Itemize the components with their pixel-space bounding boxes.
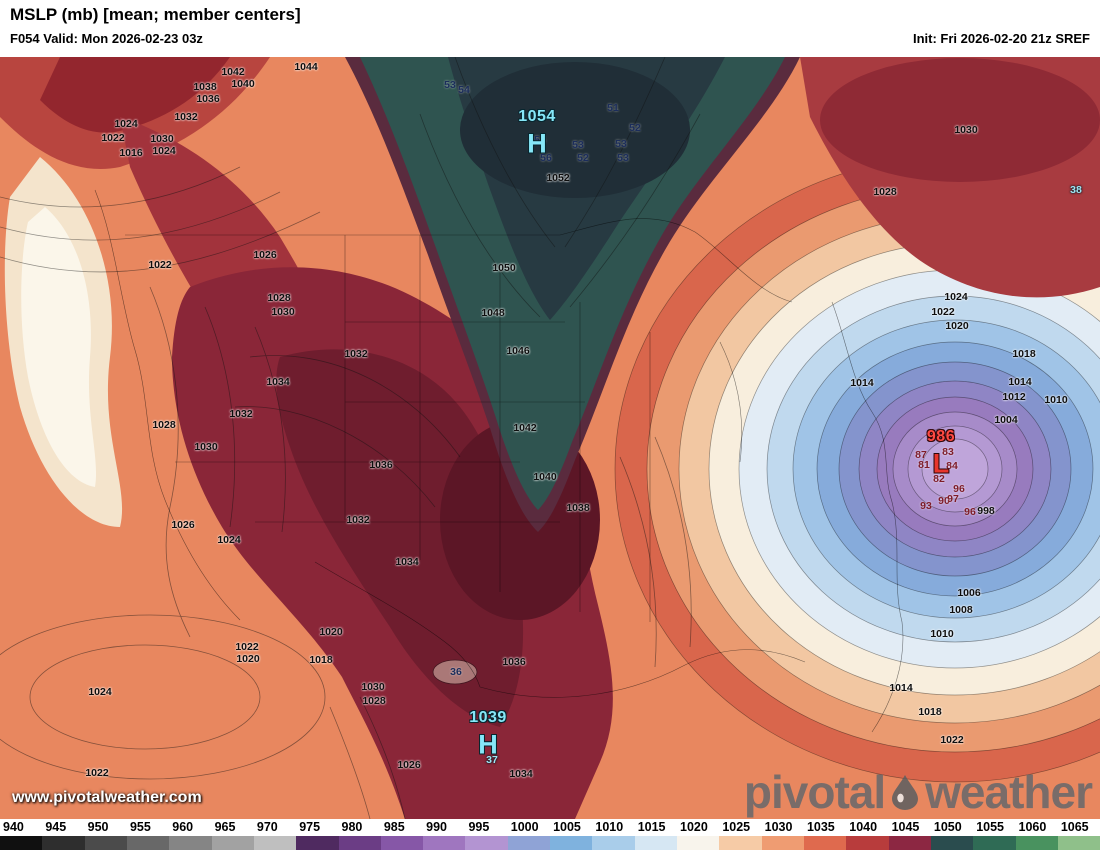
colorbar-cell (803, 836, 847, 850)
colorbar-tick: 1000 (510, 820, 539, 834)
colorbar-tick: 980 (341, 820, 363, 834)
colorbar-cell (380, 836, 424, 850)
isobar-lines (0, 56, 701, 820)
colorbar-tick: 1015 (637, 820, 666, 834)
pressure-ring (921, 438, 989, 500)
colorbar-cell (1015, 836, 1058, 850)
region-west-coast-white (21, 207, 97, 487)
colorbar-tick: 990 (426, 820, 447, 834)
colorbar-cell (0, 836, 43, 850)
colorbar-tick: 1050 (933, 820, 962, 834)
colorbar-tick: 1035 (806, 820, 835, 834)
valid-time-label: F054 Valid: Mon 2026-02-23 03z (10, 31, 203, 46)
region-northwest-corner-core (40, 57, 230, 133)
colorbar-cell (338, 836, 381, 850)
colorbar-cell (169, 836, 212, 850)
colorbar-cell (42, 836, 85, 850)
colorbar-tick: 950 (87, 820, 109, 834)
colorbar-cell (211, 836, 254, 850)
colorbar-tick-row: 940 945 950 955 960 965 970 975 980 985 990 995 1000… (0, 819, 1100, 836)
colorbar-tick: 965 (214, 820, 236, 834)
colorbar-tick: 970 (256, 820, 278, 834)
pressure-field-graphic (0, 56, 1100, 820)
colorbar-cell (677, 836, 720, 850)
droplet-icon (892, 775, 919, 810)
colorbar-cell (507, 836, 551, 850)
colorbar-cell (888, 836, 931, 850)
pivotalweather-logo: pivotal weather (743, 765, 1093, 819)
map-borders (94, 189, 904, 733)
colorbar-tick: 1055 (976, 820, 1004, 834)
colorbar-tick: 1010 (595, 820, 624, 834)
map-title: MSLP (mb) [mean; member centers] (10, 5, 301, 24)
colorbar-tick: 960 (172, 820, 194, 834)
colorbar-cell (930, 836, 974, 850)
colorbar-cell (719, 836, 762, 850)
colorbar-tick: 955 (129, 820, 151, 834)
colorbar-cell (253, 836, 297, 850)
watermark-url: www.pivotalweather.com (12, 789, 202, 806)
colorbar-tick: 1040 (849, 820, 878, 834)
colorbar-cell (846, 836, 889, 850)
colorbar-cell (465, 836, 508, 850)
colorbar-tick: 1060 (1018, 820, 1047, 834)
colorbar-cell (84, 836, 127, 850)
colorbar-tick: 1030 (764, 820, 793, 834)
colorbar-tick: 945 (45, 820, 67, 834)
logo-word-pivotal: pivotal (743, 766, 886, 818)
init-time-label: Init: Fri 2026-02-20 21z SREF (912, 31, 1090, 46)
colorbar-cell (592, 836, 635, 850)
region-arctic-high-core (460, 62, 690, 198)
map-header: MSLP (mb) [mean; member centers] F054 Va… (0, 0, 1100, 57)
colorbar-cell (1057, 836, 1100, 850)
colorbar-tick: 995 (468, 820, 490, 834)
colorbar-cell (973, 836, 1016, 850)
colorbar-gradient (0, 836, 1100, 850)
colorbar-tick: 1005 (553, 820, 581, 834)
colorbar-tick: 1025 (722, 820, 751, 834)
colorbar-tick: 1045 (891, 820, 920, 834)
logo-word-weather: weather (925, 766, 1093, 818)
region-central-maroon-inner (276, 349, 524, 727)
colorbar-tick: 1020 (680, 820, 708, 834)
colorbar-cell (634, 836, 677, 850)
colorbar-cell (423, 836, 466, 850)
colorbar-cell (550, 836, 593, 850)
colorbar-cell (296, 836, 339, 850)
colorbar-cell (761, 836, 804, 850)
colorbar-tick: 940 (3, 820, 24, 834)
low-pressure-rings (614, 155, 1100, 783)
colorbar-tick: 985 (383, 820, 405, 834)
colorbar-tick: 1065 (1060, 820, 1089, 834)
colorbar-cell (126, 836, 170, 850)
colorbar-tick: 975 (299, 820, 321, 834)
pressure-colorbar: 940 945 950 955 960 965 970 975 980 985 990 995 1000… (0, 819, 1100, 850)
region-northeast-high-core (820, 58, 1100, 182)
mslp-map (0, 56, 1100, 820)
